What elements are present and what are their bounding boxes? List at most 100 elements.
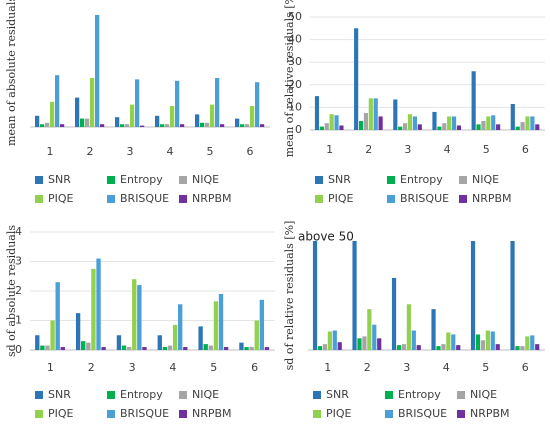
legend-label: NRPBM (472, 192, 512, 205)
bar (431, 309, 436, 350)
bar (456, 345, 461, 350)
x-tick-label: 5 (483, 143, 490, 156)
bar (491, 115, 496, 130)
legend-swatch (315, 195, 323, 203)
bar (116, 335, 122, 350)
legend-label: BRISQUE (120, 407, 169, 420)
bar (324, 123, 329, 130)
bar (401, 344, 407, 350)
bar (208, 345, 213, 350)
x-tick-label: 2 (365, 143, 372, 156)
bar (140, 125, 145, 127)
bar (215, 78, 220, 127)
bar (55, 282, 60, 350)
y-tick-label: 4 (15, 225, 22, 238)
bar (45, 345, 50, 350)
bar (155, 115, 160, 127)
bar (481, 120, 486, 130)
bar (172, 324, 178, 350)
bar (121, 345, 127, 350)
y-tick-label: 0 (15, 343, 22, 356)
bar (495, 344, 500, 350)
bar (525, 116, 530, 130)
legend-swatch (315, 176, 323, 184)
bar (475, 334, 481, 350)
legend-swatch (107, 176, 115, 184)
bar (520, 346, 525, 350)
y-tick-label: 0 (295, 123, 302, 136)
bar (378, 116, 383, 130)
bar (377, 338, 382, 350)
bar (183, 347, 188, 350)
bar (50, 320, 55, 350)
bar (319, 126, 324, 130)
legend-swatch (313, 410, 321, 418)
legend-swatch (313, 391, 321, 399)
legend-label: NIQE (472, 173, 499, 186)
bar (160, 124, 165, 127)
x-tick-label: 3 (129, 361, 136, 374)
bar (245, 124, 250, 127)
legend-swatch (385, 391, 393, 399)
bar (391, 277, 397, 350)
bar (312, 241, 318, 350)
x-tick-label: 1 (324, 361, 331, 374)
bar (80, 118, 85, 127)
x-tick-label: 6 (251, 361, 258, 374)
bar (255, 82, 260, 127)
bar (437, 126, 442, 130)
bar (35, 335, 40, 350)
bar (91, 268, 96, 350)
bar (60, 124, 65, 127)
x-tick-label: 1 (47, 361, 54, 374)
legend-swatch (107, 195, 115, 203)
bar (432, 111, 437, 130)
bar (220, 124, 225, 127)
bar (332, 330, 337, 350)
legend-swatch (35, 195, 43, 203)
y-tick-label: 40 (288, 33, 302, 46)
bar (180, 124, 185, 127)
bar (198, 326, 203, 350)
bar (490, 331, 495, 350)
bar (40, 345, 45, 350)
bar (100, 124, 105, 127)
bar (510, 241, 515, 350)
x-tick-label: 6 (247, 145, 254, 158)
bar (50, 101, 55, 127)
bar (530, 116, 535, 130)
bar (223, 347, 229, 350)
legend-label: PIQE (326, 407, 352, 420)
legend-label: BRISQUE (120, 192, 169, 205)
bar (40, 124, 45, 127)
legend-label: BRISQUE (400, 192, 449, 205)
x-tick-label: 3 (404, 143, 411, 156)
legend-swatch (107, 410, 115, 418)
bar (368, 98, 373, 130)
bar (45, 122, 50, 127)
bar (205, 122, 210, 127)
bar (60, 347, 65, 350)
bar (362, 336, 367, 350)
legend-label: PIQE (328, 192, 354, 205)
legend-label: NIQE (192, 388, 219, 401)
bar (337, 342, 342, 350)
x-tick-label: 1 (47, 145, 54, 158)
legend-swatch (385, 410, 393, 418)
bar (95, 15, 100, 127)
bar (203, 344, 208, 350)
bar (441, 344, 446, 350)
bar (314, 96, 320, 130)
bar (90, 78, 95, 127)
bar (249, 347, 254, 350)
bar (264, 347, 270, 350)
x-tick-label: 5 (210, 361, 217, 374)
bar (55, 75, 60, 127)
bar (451, 116, 457, 130)
bar (317, 346, 323, 350)
bar (471, 71, 476, 130)
legend-label: NRPBM (470, 407, 510, 420)
bar (75, 313, 81, 350)
legend-label: SNR (326, 388, 349, 401)
bar (135, 79, 140, 127)
